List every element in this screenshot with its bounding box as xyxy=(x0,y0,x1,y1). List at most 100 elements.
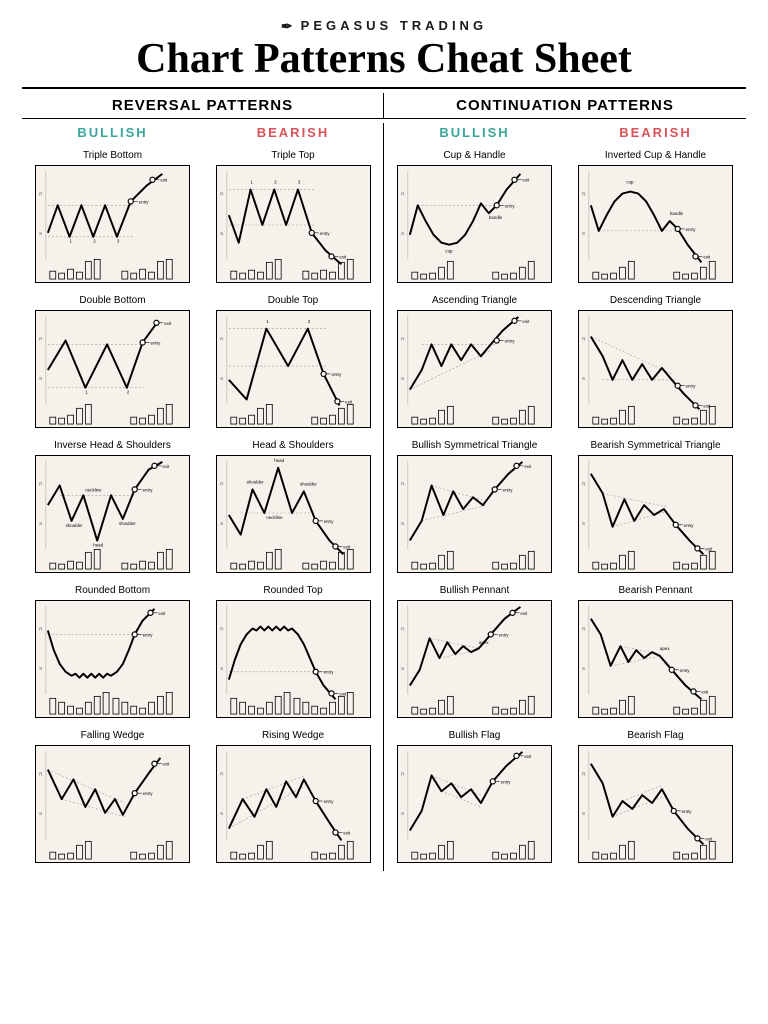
svg-text:R: R xyxy=(39,192,43,198)
brand-icon: ✒ xyxy=(281,18,297,35)
svg-text:entry: entry xyxy=(143,791,154,796)
pattern-title: Bullish Pennant xyxy=(390,585,559,596)
pattern-title: Double Bottom xyxy=(28,295,197,306)
pattern-chart: RSentryexit123 xyxy=(216,165,371,283)
column-2: Cup & HandleRSentryexitcuphandleAscendin… xyxy=(384,146,565,871)
column-3: Inverted Cup & Handle R Sentry exit cup handl… xyxy=(565,146,746,871)
svg-text:S: S xyxy=(582,811,586,817)
pattern-title: Ascending Triangle xyxy=(390,295,559,306)
pattern-title: Inverse Head & Shoulders xyxy=(28,440,197,451)
svg-text:exit: exit xyxy=(158,611,166,616)
svg-text:S: S xyxy=(582,666,586,672)
svg-text:entry: entry xyxy=(319,231,330,236)
svg-text:shoulder: shoulder xyxy=(119,521,137,526)
svg-text:entry: entry xyxy=(323,519,334,524)
svg-text:entry: entry xyxy=(680,668,691,673)
svg-text:exit: exit xyxy=(339,255,347,260)
pattern-cell: Triple TopRSentryexit123 xyxy=(203,146,383,291)
pattern-chart: RSentryexitapex xyxy=(578,600,733,718)
svg-text:2: 2 xyxy=(127,390,130,395)
svg-text:R: R xyxy=(401,627,405,633)
svg-text:entry: entry xyxy=(139,199,150,204)
svg-text:entry: entry xyxy=(686,227,697,232)
svg-text:R: R xyxy=(401,192,405,198)
pattern-chart: RSentryexit xyxy=(578,745,733,863)
svg-text:R: R xyxy=(39,772,43,778)
svg-text:exit: exit xyxy=(345,400,353,405)
pattern-cell: Triple Bottom RSentryexit123 xyxy=(22,146,203,291)
svg-text:S: S xyxy=(39,811,43,817)
svg-text:exit: exit xyxy=(703,403,711,408)
svg-text:1: 1 xyxy=(70,239,73,244)
subhead-1: BEARISH xyxy=(203,123,384,146)
svg-text:entry: entry xyxy=(331,372,342,377)
svg-text:R: R xyxy=(401,772,405,778)
pattern-chart: RSentryexit xyxy=(216,745,371,863)
svg-text:S: S xyxy=(582,376,586,382)
svg-text:cup: cup xyxy=(626,180,634,185)
svg-text:exit: exit xyxy=(162,464,170,469)
pattern-cell: Bearish PennantRSentryexitapex xyxy=(565,581,746,726)
svg-text:R: R xyxy=(582,772,586,778)
page-title: Chart Patterns Cheat Sheet xyxy=(22,37,746,81)
pattern-title: Rising Wedge xyxy=(209,730,377,741)
pattern-chart: RSentryexitcuphandle xyxy=(578,165,733,283)
svg-text:S: S xyxy=(401,231,405,237)
svg-text:exit: exit xyxy=(705,836,713,841)
pattern-chart: RSentryexit xyxy=(397,310,552,428)
svg-text:3: 3 xyxy=(117,239,120,244)
subhead-0: BULLISH xyxy=(22,123,203,146)
svg-text:S: S xyxy=(401,811,405,817)
svg-text:R: R xyxy=(219,772,223,778)
svg-text:1: 1 xyxy=(266,319,269,324)
section-header-row: REVERSAL PATTERNS CONTINUATION PATTERNS xyxy=(22,93,746,118)
pattern-cell: Cup & HandleRSentryexitcuphandle xyxy=(384,146,565,291)
pattern-title: Descending Triangle xyxy=(571,295,740,306)
svg-text:entry: entry xyxy=(143,632,154,637)
svg-text:R: R xyxy=(582,337,586,343)
subhead-3: BEARISH xyxy=(565,123,746,146)
svg-text:exit: exit xyxy=(164,321,172,326)
pattern-chart: RSentryexit12 xyxy=(35,310,190,428)
pattern-cell: Double TopRSentryexit12 xyxy=(203,291,383,436)
pattern-cell: Bullish FlagRSentryexit xyxy=(384,726,565,871)
pattern-cell: Bearish Symmetrical TriangleRSentryexit xyxy=(565,436,746,581)
pattern-chart: RSentryexit xyxy=(397,455,552,573)
pattern-chart: RSentryexit xyxy=(216,600,371,718)
svg-text:R: R xyxy=(219,482,223,488)
svg-text:S: S xyxy=(219,666,223,672)
svg-text:entry: entry xyxy=(505,339,516,344)
svg-text:S: S xyxy=(219,811,223,817)
divider-main xyxy=(22,87,746,89)
pattern-cell: Double BottomRSentryexit12 xyxy=(22,291,203,436)
pattern-title: Triple Bottom xyxy=(28,150,197,161)
brand-header: ✒PEGASUS TRADING xyxy=(22,18,746,35)
svg-text:R: R xyxy=(582,482,586,488)
pattern-cell: Descending TriangleRSentryexit xyxy=(565,291,746,436)
svg-text:entry: entry xyxy=(323,670,334,675)
pattern-title: Cup & Handle xyxy=(390,150,559,161)
svg-text:shoulder: shoulder xyxy=(66,523,84,528)
pattern-cell: Bearish FlagRSentryexit xyxy=(565,726,746,871)
svg-text:handle: handle xyxy=(670,211,684,216)
pattern-title: Inverted Cup & Handle xyxy=(571,150,740,161)
pattern-chart: RSentryexit xyxy=(578,310,733,428)
pattern-cell: Rounded BottomRSentryexit xyxy=(22,581,203,726)
pattern-title: Double Top xyxy=(209,295,377,306)
pattern-chart: RSentryexit123 xyxy=(35,165,190,283)
svg-text:3: 3 xyxy=(297,180,300,185)
svg-text:1: 1 xyxy=(250,180,253,185)
svg-text:S: S xyxy=(39,376,43,382)
svg-text:S: S xyxy=(39,666,43,672)
svg-text:R: R xyxy=(582,192,586,198)
svg-text:neckline: neckline xyxy=(266,515,283,520)
svg-text:R: R xyxy=(219,627,223,633)
svg-text:exit: exit xyxy=(703,255,711,260)
svg-text:exit: exit xyxy=(343,545,351,550)
svg-text:R: R xyxy=(401,337,405,343)
svg-text:1: 1 xyxy=(85,390,88,395)
svg-text:exit: exit xyxy=(524,754,532,759)
pattern-chart: RSentryexitapex xyxy=(397,600,552,718)
pattern-title: Bearish Flag xyxy=(571,730,740,741)
svg-text:entry: entry xyxy=(151,341,162,346)
